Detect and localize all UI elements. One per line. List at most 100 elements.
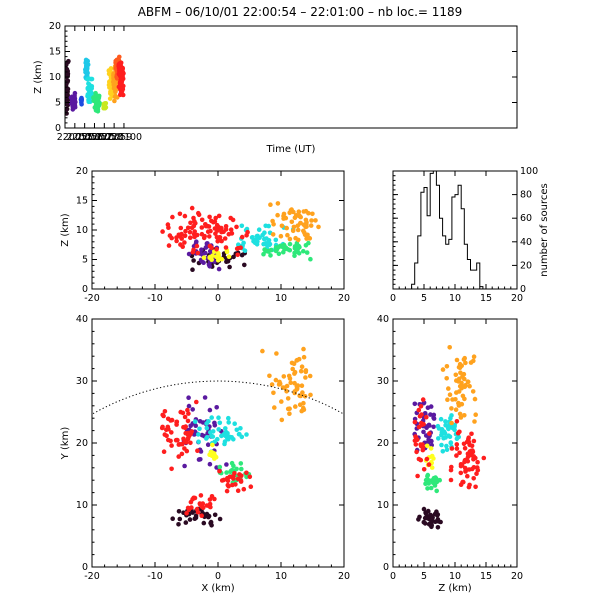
plan_view-point (186, 411, 191, 416)
z_y_view-point (426, 462, 432, 467)
plan_view-point (177, 516, 183, 522)
z_y_view-point (458, 482, 464, 488)
z_y_view-point (421, 421, 426, 427)
plan_view-point (209, 433, 214, 439)
panel-z_y_view: 0 5 10 15 20 0 10 20 30 40 Z (km) (377, 314, 523, 594)
plan_view-point (244, 470, 249, 476)
x_height-point (254, 242, 260, 247)
plan_view-point (237, 472, 242, 477)
x_height-point (222, 236, 228, 241)
height_histogram-ytick-label: 80 (520, 190, 532, 201)
x_height-point (234, 224, 239, 230)
plan_view-point (272, 405, 277, 410)
x_height-point (191, 215, 196, 221)
z_y_view-point (412, 419, 418, 425)
z_y_view-point (472, 419, 477, 424)
z_y_view-point (428, 485, 434, 491)
z_y_view-point (424, 456, 430, 462)
plan_view-point (207, 407, 213, 413)
z_y_view-point (459, 462, 465, 468)
plan_view-point (198, 457, 203, 462)
z_y_view-point (449, 464, 454, 470)
x_height-point (194, 243, 200, 249)
z_y_view-point (440, 367, 446, 372)
time_height-point (120, 66, 125, 71)
plan_view-point (287, 411, 292, 417)
x_height-point (275, 212, 280, 218)
x_height-point (244, 233, 249, 238)
x_height-xtick-label: 0 (215, 293, 221, 304)
z_y_view-point (463, 382, 468, 388)
plan_view-point (169, 443, 174, 448)
plan_view-point (208, 430, 213, 435)
plan_view-point (199, 513, 204, 518)
x_height-point (310, 211, 315, 217)
plan_view-point (196, 439, 201, 445)
x_height-point (190, 267, 195, 273)
plan_view-point (224, 470, 229, 475)
plan_view-ytick-label: 30 (76, 376, 88, 387)
z_y_view-point (419, 443, 424, 449)
time_height-point (69, 98, 75, 104)
x_height-point (296, 209, 302, 214)
plan_view-point (273, 377, 279, 383)
z_y_view-point (469, 466, 475, 472)
x_height-point (287, 247, 293, 253)
z_y_view-point (454, 453, 459, 458)
plan_view-point (274, 351, 279, 356)
z_y_view-point (420, 397, 426, 402)
z_y_view-point (475, 467, 481, 473)
z_y_view-point (429, 518, 435, 523)
plan_view-point (301, 407, 307, 413)
plan_view-point (288, 380, 294, 386)
x_height-point (234, 246, 240, 251)
time_height-point (118, 77, 123, 83)
z_y_view-point (413, 442, 419, 447)
histogram-step-line (411, 171, 486, 289)
x_height-point (214, 246, 219, 252)
height_histogram-ytick-label: 40 (520, 237, 532, 248)
z_y_view-point (461, 371, 467, 377)
x_height-point (210, 253, 215, 258)
x_height-point (178, 242, 183, 247)
plan_view-point (185, 418, 191, 424)
x_height-point (226, 254, 232, 259)
plan_view-point (216, 427, 221, 432)
x_height-point (177, 211, 183, 217)
x_height-point (217, 235, 222, 240)
z_y_view-point (470, 389, 476, 394)
x_height-point (182, 213, 188, 219)
plan_view-point (271, 390, 276, 396)
x_height-point (195, 250, 201, 256)
plan_view-point (182, 463, 187, 469)
plan_view-point (297, 393, 303, 399)
z_y_view-point (454, 419, 460, 424)
time_height-marks (65, 54, 126, 116)
z_y_view-point (481, 455, 487, 461)
x_height-point (186, 251, 192, 257)
x_height-ytick-label: 10 (76, 225, 88, 236)
panel-plan_view: -20 -10 0 10 20 0 10 20 30 40 X (km) Y (km) (60, 314, 350, 594)
x_height-point (276, 251, 282, 257)
plan_view-point (287, 406, 292, 412)
x_height-point (287, 241, 293, 247)
height_histogram-ytick-label: 20 (520, 260, 532, 271)
x_height-point (191, 258, 196, 263)
plan_view-point (247, 474, 253, 480)
x_height-point (262, 230, 267, 235)
z_y_view-point (442, 431, 448, 436)
time_height-point (119, 86, 125, 91)
plan_view-point (209, 415, 214, 420)
time_height-point (65, 81, 69, 87)
range-ring-dotted (92, 380, 344, 415)
z_y_view-ytick-label: 10 (377, 500, 389, 511)
plan_view-point (279, 417, 285, 423)
height_histogram-xtick-label: 20 (511, 293, 523, 304)
plan_view-point (191, 495, 197, 501)
z_y_view-point (416, 517, 421, 522)
x_height-point (265, 241, 270, 247)
z_y_view-point (474, 471, 479, 477)
z_y_view-point (446, 433, 451, 439)
